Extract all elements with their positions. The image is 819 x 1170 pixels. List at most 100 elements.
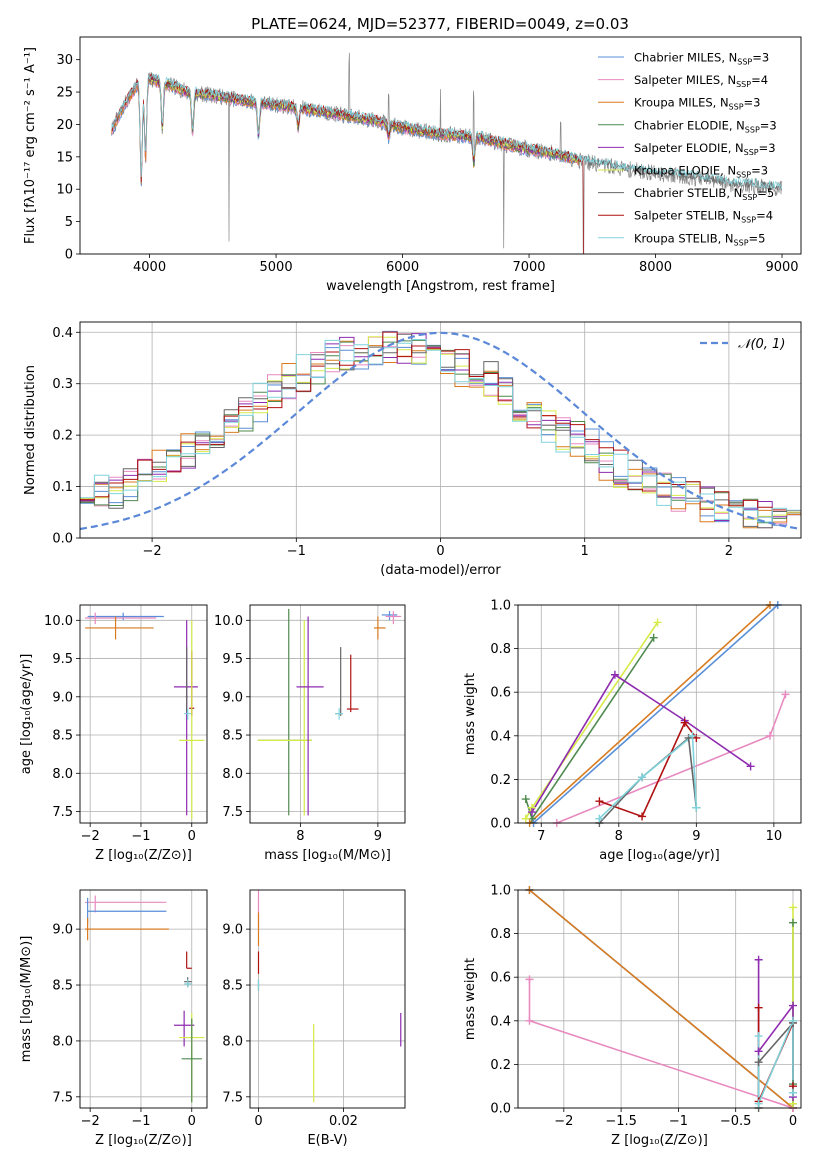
x-tick-label: 8000 [639, 260, 672, 275]
y-tick-label: 0.2 [490, 1058, 511, 1073]
legend-label-text: Chabrier ELODIE, N [634, 118, 745, 132]
massweight-line-chabrier-miles [532, 605, 779, 823]
spectrum-panel: 4000 5000 6000 7000 8000 9000 0 5 10 15 20 25 30 wave… [23, 36, 802, 294]
y-tick-label: 15 [56, 150, 73, 165]
plot-area [85, 895, 205, 1103]
legend-label: Kroupa ELODIE, NSSP=3 [634, 164, 768, 180]
x-tick-label: 8 [296, 829, 304, 844]
axes-frame [249, 604, 406, 824]
massweight-vs-age-panel: 7 8 9 10 0.0 0.2 0.4 0.6 0.8 1.0 age [log₁₀(age/yr… [463, 599, 802, 863]
y-tick-label: 0.0 [490, 817, 511, 832]
plus-marker-chabrier-elodie [788, 918, 797, 927]
x-axis-label: E(B-V) [307, 1133, 347, 1148]
plot-area [528, 890, 794, 1108]
axes-frame [79, 36, 802, 255]
legend-label: Chabrier MILES, NSSP=3 [634, 51, 769, 67]
legend-label-text: Chabrier MILES, N [634, 51, 737, 65]
plus-marker-kroupa-elodie [788, 903, 797, 912]
residuals-panel: −2 −1 0 1 2 0.0 0.1 0.2 0.3 0.4 (data-model)/error… [23, 321, 802, 578]
y-tick-label: 0.6 [490, 686, 511, 701]
y-tick-label: 7.5 [222, 1090, 243, 1105]
y-tick-label: 9.0 [52, 923, 73, 938]
legend-label: Kroupa STELIB, NSSP=5 [634, 231, 765, 247]
x-axis-label: (data-model)/error [380, 563, 501, 578]
residuals-legend: 𝒩(0, 1) [700, 337, 785, 352]
legend-label-text: Kroupa ELODIE, N [634, 164, 736, 178]
plot-area [85, 612, 205, 820]
x-tick-label: 0 [436, 544, 444, 559]
y-tick-label: 0.2 [490, 773, 511, 788]
legend-label-subscript: SSP [744, 148, 759, 157]
y-tick-label: 7.5 [52, 1090, 73, 1105]
x-tick-label: 1 [581, 544, 589, 559]
x-tick-label: 10 [766, 829, 783, 844]
mass-vs-metallicity-panel: −2 −1 0 7.5 8.0 8.5 9.0 Z [log₁₀(Z/Z⊙)] mass [lo… [19, 889, 208, 1148]
plus-marker-salpeter-stelib [680, 718, 689, 727]
y-tick-label: 0.0 [52, 532, 73, 547]
y-tick-label: 0.4 [52, 326, 73, 341]
y-tick-label: 25 [56, 86, 73, 101]
legend-label-value: =3 [760, 118, 777, 132]
y-tick-label: 0.4 [490, 1014, 511, 1029]
model-spectrum-salpeter-stelib [111, 73, 585, 254]
x-axis-label: wavelength [Angstrom, rest frame] [326, 279, 555, 294]
residual-histogram-kroupa-stelib [80, 339, 801, 523]
legend-label-value: =4 [756, 209, 773, 223]
y-tick-label: 0.8 [490, 642, 511, 657]
y-tick-label: 10.0 [214, 614, 243, 629]
y-tick-label: 1.0 [490, 599, 511, 614]
plot-area [111, 52, 783, 254]
massweight-line-kroupa-stelib [757, 1020, 794, 1104]
legend-label: 𝒩(0, 1) [738, 337, 785, 352]
x-tick-label: 9 [374, 829, 382, 844]
legend-label-subscript: SSP [745, 125, 760, 134]
y-axis-label: Flux [fλ10⁻¹⁷ erg cm⁻² s⁻¹ A⁻¹] [23, 47, 38, 244]
y-tick-label: 10.0 [44, 614, 73, 629]
plus-marker-kroupa-stelib [788, 1016, 797, 1025]
legend-label-text: Kroupa MILES, N [634, 96, 729, 110]
legend-label: Chabrier STELIB, NSSP=5 [634, 186, 774, 202]
plus-marker-kroupa-stelib [638, 773, 647, 782]
legend-label-subscript: SSP [737, 58, 752, 67]
plus-marker-kroupa-elodie [653, 618, 662, 627]
massweight-line-kroupa-stelib [598, 734, 698, 820]
legend-label-text: Salpeter STELIB, N [634, 209, 741, 223]
y-tick-label: 8.0 [52, 767, 73, 782]
legend-label-subscript: SSP [736, 80, 751, 89]
x-tick-label: 6000 [386, 260, 419, 275]
plus-marker-salpeter-elodie [788, 1001, 797, 1010]
legend-label-text: Chabrier STELIB, N [634, 186, 742, 200]
y-tick-label: 0 [65, 248, 73, 263]
plus-marker-salpeter-stelib [638, 812, 647, 821]
age-vs-mass-panel: 8 9 7.5 8.0 8.5 9.0 9.5 10.0 mass [log₁₀(M/M⊙)] [214, 604, 406, 863]
plus-marker-salpeter-stelib [595, 797, 604, 806]
x-tick-label: 0 [188, 1114, 196, 1129]
y-tick-label: 8.0 [222, 767, 243, 782]
normal-distribution-curve [80, 331, 801, 531]
legend-label-subscript: SSP [741, 216, 756, 225]
x-tick-label: 9 [692, 829, 700, 844]
massweight-line-kroupa-miles [528, 890, 794, 1108]
x-tick-label: −2 [81, 829, 100, 844]
y-tick-label: 7.5 [222, 805, 243, 820]
plot-area [257, 890, 402, 1103]
plot-area [80, 330, 801, 531]
x-axis-label: mass [log₁₀(M/M⊙)] [264, 848, 391, 863]
plus-marker-salpeter-miles [765, 731, 774, 740]
legend-label-subscript: SSP [734, 238, 749, 247]
x-axis-label: Z [log₁₀(Z/Z⊙)] [611, 1133, 708, 1148]
y-tick-label: 9.0 [222, 923, 243, 938]
y-tick-label: 0.2 [52, 429, 73, 444]
y-tick-label: 9.5 [222, 652, 243, 667]
x-axis-label: Z [log₁₀(Z/Z⊙)] [95, 848, 192, 863]
x-tick-label: 2 [725, 544, 733, 559]
plus-marker-salpeter-miles [525, 1016, 534, 1025]
y-axis-label: mass weight [463, 673, 478, 755]
y-axis-label: mass weight [463, 958, 478, 1040]
x-tick-label: 0 [254, 1114, 262, 1129]
axes-frame [79, 889, 208, 1109]
legend-label-text: Salpeter ELODIE, N [634, 141, 744, 155]
plus-marker-kroupa-stelib [595, 814, 604, 823]
